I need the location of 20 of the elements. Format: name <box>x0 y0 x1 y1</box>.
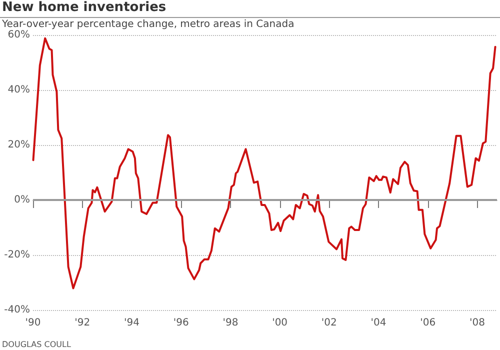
x-tick-label: '98 <box>222 318 238 328</box>
x-tick-label: '02 <box>321 318 337 328</box>
y-tick-label: 0% <box>14 194 30 206</box>
x-tick-label: '04 <box>370 318 386 328</box>
x-tick-label: '96 <box>173 318 189 328</box>
y-tick-label: 20% <box>8 140 30 150</box>
x-tick-label: '90 <box>25 318 41 328</box>
chart-subtitle: Year-over-year percentage change, metro areas in Canada <box>2 19 294 30</box>
x-tick-label: '94 <box>124 318 140 328</box>
x-tick-label: '00 <box>272 318 288 328</box>
chart-title: New home inventories <box>2 0 166 15</box>
x-tick-label: '06 <box>420 318 436 328</box>
y-tick-label: 60% <box>8 30 30 40</box>
y-tick-label: 40% <box>8 84 30 96</box>
x-tick-label: '92 <box>74 318 90 328</box>
y-tick-label: -40% <box>4 304 30 316</box>
x-tick-label: '08 <box>470 318 485 328</box>
line-series <box>32 37 496 290</box>
text: DOUGLAS COULL <box>2 340 71 349</box>
y-tick-label: -20% <box>4 250 30 260</box>
